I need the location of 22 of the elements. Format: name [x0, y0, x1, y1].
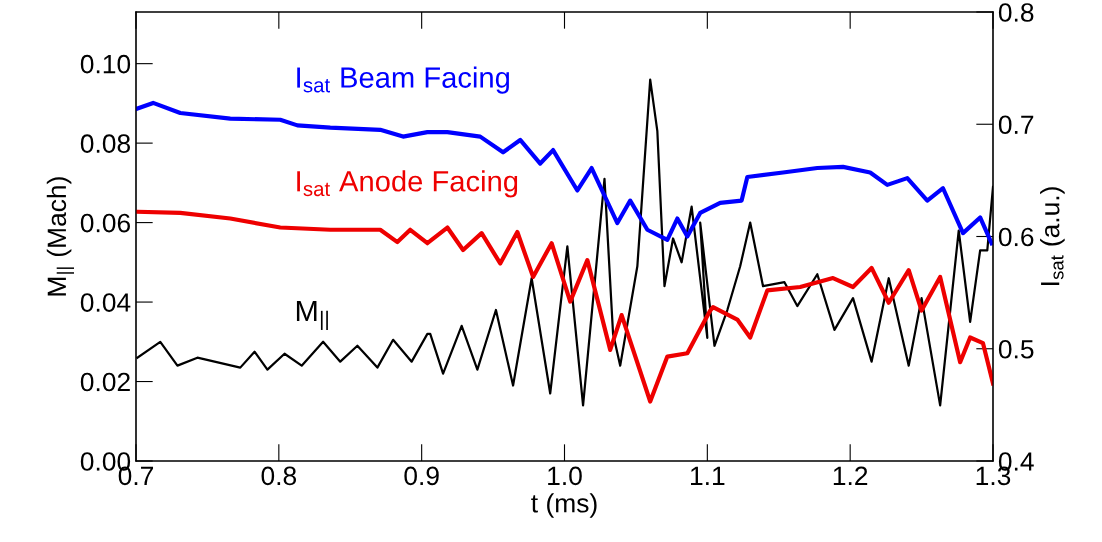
line-series — [136, 209, 993, 404]
y-axis-title: M$_{||}$ (Mach) — [46, 177, 74, 296]
series-label: I$_{sat}$ Anode Facing — [297, 170, 518, 198]
y-tick-label: 0.04 — [80, 293, 131, 312]
x-tick-label: 0.9 — [404, 466, 439, 486]
x-tick-label: 1.0 — [548, 466, 582, 486]
y-tick-label: 0.06 — [80, 213, 130, 233]
y2-tick-label: 0.5 — [998, 339, 1034, 359]
y2-tick-label: 0.8 — [998, 3, 1034, 22]
y2-tick-label: 0.7 — [998, 115, 1034, 135]
y-tick-label: 0.08 — [80, 134, 130, 153]
y-tick-label: 0.10 — [80, 54, 131, 74]
x-tick-label: 1.1 — [691, 466, 725, 485]
x-axis-title: t (ms) — [531, 493, 597, 518]
y-tick-label: 0.02 — [80, 372, 130, 392]
x-tick-label: 1.2 — [833, 466, 868, 485]
line-series — [136, 100, 993, 246]
series-label: M$_{||}$ — [296, 300, 328, 330]
y2-axis-title: I$_{sat}$ (a.u.) — [1040, 187, 1065, 285]
series-label: I$_{sat}$ Beam Facing — [297, 66, 509, 94]
x-tick-label: 0.8 — [261, 466, 297, 486]
y2-tick-label: 0.6 — [998, 227, 1034, 247]
